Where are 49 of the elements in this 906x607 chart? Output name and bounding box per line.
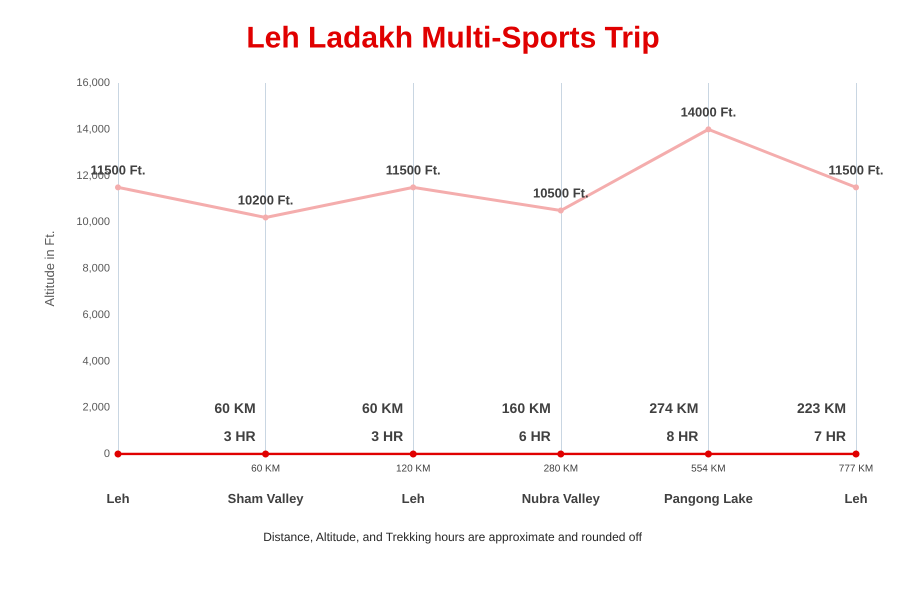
text: 120 KM — [396, 464, 430, 474]
text: 777 KM — [838, 464, 874, 474]
annotation: 160 KM — [502, 400, 551, 416]
y-tick-label: 8,000 — [82, 262, 110, 274]
point — [410, 184, 416, 190]
data-label: 11500 Ft. — [828, 162, 884, 178]
point — [705, 126, 712, 132]
x-tick-label: Pangong Lake — [664, 491, 753, 506]
annotation: 7 HR — [814, 428, 846, 444]
data-label: 14000 Ft. — [680, 104, 736, 120]
x-tick-label: Leh — [402, 491, 425, 506]
point — [262, 450, 270, 458]
annotation: 6 HR — [518, 428, 551, 444]
annotation: 60 KM — [214, 400, 256, 416]
point — [558, 208, 564, 214]
y-tick-label: 10,000 — [76, 216, 110, 228]
x-tick-label: Leh — [844, 491, 868, 506]
y-tick-label: 14,000 — [76, 123, 110, 136]
point — [853, 184, 859, 190]
point — [704, 450, 712, 458]
data-label: 10500 Ft. — [532, 186, 589, 201]
annotation: 223 KM — [796, 400, 846, 416]
annotation: 3 HR — [371, 428, 404, 444]
x-tick-label: Sham Valley — [228, 491, 304, 506]
point — [262, 214, 269, 220]
y-axis-title: Altitude in Ft. — [42, 230, 57, 306]
x-tick-label: Nubra Valley — [522, 491, 601, 506]
data-label: 10200 Ft. — [238, 192, 294, 208]
text: 60 KM — [251, 464, 280, 474]
x-tick-label: Leh — [106, 491, 130, 506]
point — [114, 450, 122, 458]
point — [852, 450, 860, 458]
text: 554 KM — [691, 464, 726, 474]
annotation: 3 HR — [224, 428, 256, 444]
y-tick-label: 2,000 — [82, 402, 110, 414]
text: 280 KM — [544, 464, 578, 474]
point — [410, 450, 417, 458]
annotation: 8 HR — [666, 428, 698, 444]
y-tick-label: 16,000 — [76, 77, 110, 89]
y-tick-label: 4,000 — [82, 355, 110, 368]
point — [557, 450, 564, 458]
annotation: 274 KM — [649, 400, 698, 416]
annotation: 60 KM — [362, 400, 404, 416]
y-tick-label: 0 — [104, 448, 110, 460]
chart-title: Leh Ladakh Multi-Sports Trip — [246, 22, 660, 54]
data-label: 11500 Ft. — [386, 162, 441, 178]
y-tick-label: 6,000 — [82, 308, 110, 321]
text: Distance, Altitude, and Trekking hours are approximate and rounded off — [263, 530, 643, 544]
point — [115, 184, 121, 190]
